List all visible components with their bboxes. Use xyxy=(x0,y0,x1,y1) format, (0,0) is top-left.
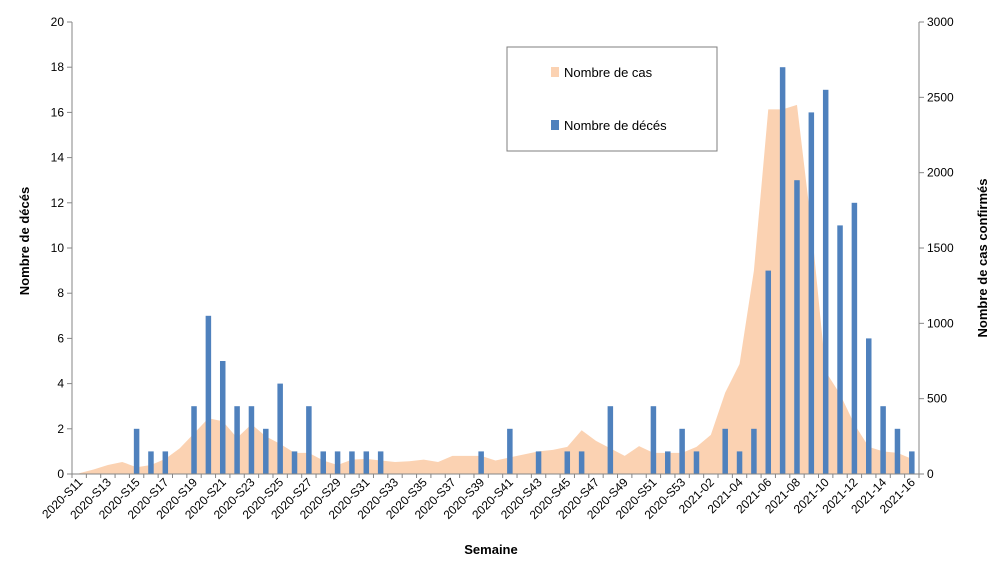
deaths-bar xyxy=(837,225,843,474)
deaths-bar xyxy=(248,406,255,474)
y-left-tick-label: 0 xyxy=(57,467,64,481)
deaths-bar xyxy=(722,428,728,474)
x-axis-title: Semaine xyxy=(464,542,517,557)
deaths-bar xyxy=(880,406,886,474)
deaths-bar xyxy=(578,451,585,474)
deaths-bar xyxy=(133,428,140,474)
deaths-bar xyxy=(277,383,283,474)
y-right-tick-label: 1500 xyxy=(927,241,954,255)
y-right-tick-label: 0 xyxy=(927,467,934,481)
deaths-bar xyxy=(377,451,384,474)
y-left-tick-label: 18 xyxy=(51,60,65,74)
deaths-bar xyxy=(219,361,226,474)
deaths-bar xyxy=(894,428,901,474)
deaths-bar xyxy=(507,428,513,474)
deaths-bar xyxy=(736,451,743,474)
cases-area xyxy=(79,104,912,474)
deaths-bar xyxy=(779,67,786,474)
deaths-bar xyxy=(234,406,240,474)
y-left-tick-label: 16 xyxy=(51,105,65,119)
y-left-tick-label: 2 xyxy=(57,422,64,436)
y-right-tick-label: 1000 xyxy=(927,316,954,330)
area-layer xyxy=(79,104,912,474)
deaths-bar xyxy=(751,428,757,474)
deaths-bar xyxy=(148,451,154,474)
legend-label-cases: Nombre de cas xyxy=(564,65,653,80)
deaths-bar xyxy=(794,180,800,474)
deaths-bar xyxy=(665,451,671,474)
y-left-tick-label: 20 xyxy=(51,15,65,29)
y-right-tick-label: 2000 xyxy=(927,166,954,180)
deaths-bar xyxy=(363,451,370,474)
deaths-bar xyxy=(205,315,212,474)
deaths-bar xyxy=(334,451,341,474)
y-left-tick-label: 6 xyxy=(57,331,64,345)
deaths-bar xyxy=(679,428,685,474)
deaths-bar xyxy=(866,338,872,474)
deaths-bar xyxy=(291,451,298,474)
deaths-bar xyxy=(808,112,815,475)
y-axis-left-title: Nombre de décés xyxy=(17,187,32,295)
y-right-tick-label: 500 xyxy=(927,392,947,406)
deaths-bar xyxy=(320,451,326,474)
y-left-tick-label: 10 xyxy=(51,241,65,255)
deaths-bar xyxy=(349,451,355,474)
y-left-tick-label: 14 xyxy=(51,151,65,165)
y-right-tick-label: 2500 xyxy=(927,90,954,104)
deaths-bar xyxy=(535,451,542,474)
y-right-tick-label: 3000 xyxy=(927,15,954,29)
legend-swatch-deaths xyxy=(551,120,559,130)
deaths-bar xyxy=(822,89,829,475)
deaths-bar xyxy=(478,451,484,474)
deaths-bar xyxy=(162,451,169,474)
deaths-bar xyxy=(851,202,858,475)
deaths-bar xyxy=(765,270,772,474)
deaths-bar xyxy=(191,406,197,474)
legend-box xyxy=(506,46,718,152)
deaths-bar xyxy=(306,406,312,474)
deaths-bar xyxy=(693,451,700,474)
deaths-bar xyxy=(909,451,915,474)
deaths-bar xyxy=(650,406,657,474)
legend-label-deaths: Nombre de décés xyxy=(564,118,667,133)
deaths-bar xyxy=(607,406,614,474)
y-left-tick-label: 12 xyxy=(51,196,65,210)
legend: Nombre de cas Nombre de décés xyxy=(506,46,718,152)
deaths-bar xyxy=(564,451,571,474)
legend-swatch-cases xyxy=(551,67,559,77)
y-left-tick-label: 8 xyxy=(57,286,64,300)
y-left-tick-label: 4 xyxy=(57,377,64,391)
y-axis-right-title: Nombre de cas confirmés xyxy=(975,179,990,338)
deaths-bar xyxy=(263,428,269,474)
bar-layer xyxy=(133,67,915,475)
